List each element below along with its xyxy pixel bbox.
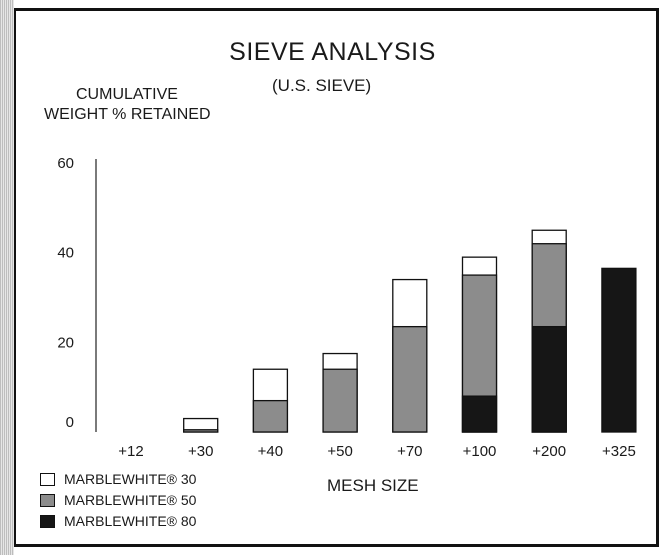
x-tick-label: +50 bbox=[327, 443, 352, 460]
legend-label: MARBLEWHITE® 50 bbox=[64, 492, 197, 508]
chart-subtitle: (U.S. SIEVE) bbox=[272, 76, 372, 95]
y-axis-label-line2: WEIGHT % RETAINED bbox=[44, 106, 211, 123]
x-axis-label: MESH SIZE bbox=[327, 476, 419, 495]
y-tick-label: 20 bbox=[57, 334, 74, 351]
chart-frame bbox=[14, 8, 659, 547]
legend-swatch-white bbox=[40, 472, 55, 486]
y-axis-label-line1: CUMULATIVE bbox=[76, 86, 178, 103]
x-tick-label: +325 bbox=[602, 443, 636, 460]
bar-marblewhite-80-6 bbox=[531, 325, 567, 433]
legend-label: MARBLEWHITE® 30 bbox=[64, 471, 197, 487]
x-tick-label: +200 bbox=[532, 443, 566, 460]
x-tick-label: +40 bbox=[258, 443, 283, 460]
chart-title: SIEVE ANALYSIS bbox=[229, 38, 436, 66]
y-tick-label: 40 bbox=[57, 245, 74, 262]
y-tick-label: 0 bbox=[66, 414, 74, 431]
x-tick-label: +30 bbox=[188, 443, 213, 460]
legend-swatch-gray bbox=[40, 493, 55, 507]
y-tick-label: 60 bbox=[57, 155, 74, 172]
x-tick-label: +12 bbox=[118, 443, 143, 460]
x-tick-label: +70 bbox=[397, 443, 422, 460]
bar-marblewhite-50-2 bbox=[252, 399, 289, 433]
x-tick-label: +100 bbox=[463, 443, 497, 460]
bar-marblewhite-80-5 bbox=[461, 395, 498, 433]
bar-marblewhite-50-3 bbox=[322, 368, 358, 433]
legend-label: MARBLEWHITE® 80 bbox=[64, 513, 197, 529]
legend-swatch-black bbox=[40, 514, 55, 528]
bar-marblewhite-50-1 bbox=[183, 429, 219, 433]
bar-marblewhite-50-4 bbox=[392, 325, 428, 433]
legend-item-marblewhite-30: MARBLEWHITE® 30 bbox=[40, 470, 196, 488]
bar-marblewhite-80-7 bbox=[601, 267, 637, 433]
legend-item-marblewhite-50: MARBLEWHITE® 50 bbox=[40, 491, 196, 509]
page-edge-shadow bbox=[0, 0, 14, 555]
legend-item-marblewhite-80: MARBLEWHITE® 80 bbox=[40, 512, 196, 530]
